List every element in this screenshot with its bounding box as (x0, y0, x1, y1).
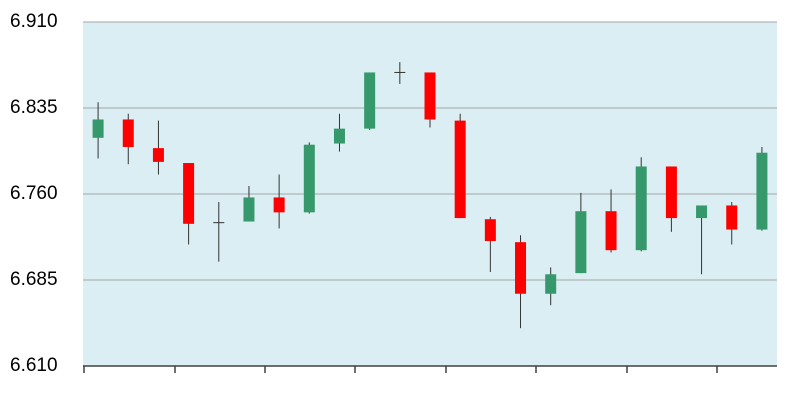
y-tick-label: 6.760 (10, 183, 58, 204)
candle-body (152, 148, 164, 162)
candle-body (726, 205, 738, 230)
y-tick-label: 6.835 (10, 97, 58, 118)
y-tick-label: 6.610 (10, 355, 58, 376)
candle-body (605, 211, 617, 251)
candle-body (696, 205, 708, 219)
candle-body (756, 152, 768, 230)
candle-body (92, 119, 104, 138)
candle-body (484, 219, 496, 242)
candle-body (273, 197, 285, 213)
candle-body (122, 119, 134, 147)
candle-body (665, 166, 677, 219)
candle-body (303, 144, 315, 213)
candle-body (575, 211, 587, 274)
candle-body (515, 242, 527, 294)
y-tick-label: 6.910 (10, 11, 58, 32)
candle-body (394, 71, 406, 73)
candle-body (454, 120, 466, 219)
candle-body (364, 72, 376, 129)
y-tick-label: 6.685 (10, 269, 58, 290)
candle-body (635, 166, 647, 251)
candle-body (424, 72, 436, 120)
candle-body (213, 222, 225, 224)
candle-body (183, 163, 195, 224)
candle-body (545, 274, 557, 294)
candle-body (243, 197, 255, 222)
candle-body (333, 128, 345, 144)
